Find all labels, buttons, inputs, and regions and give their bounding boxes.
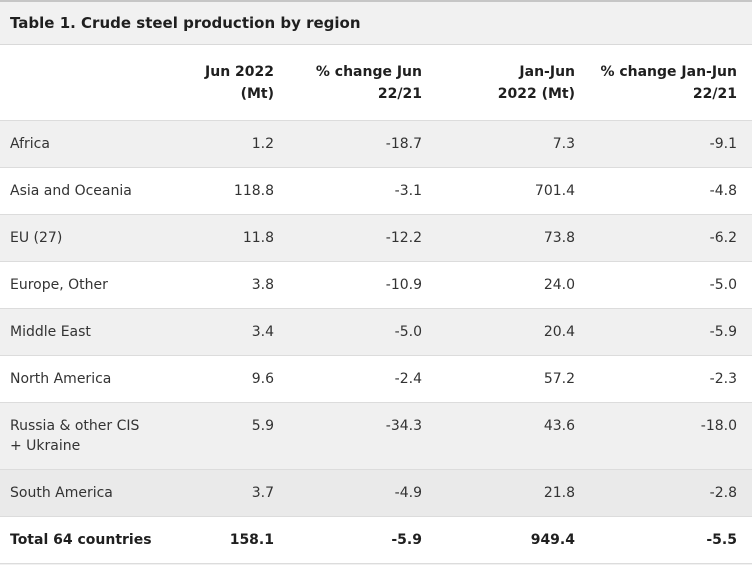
value-cell: 9.6 — [190, 355, 289, 403]
value-cell: -34.3 — [289, 402, 437, 470]
value-cell: -6.2 — [590, 214, 752, 262]
table-row-middle-east: Middle East 3.4 -5.0 20.4 -5.9 — [0, 308, 752, 356]
table-body: Africa 1.2 -18.7 7.3 -9.1 Asia and Ocean… — [0, 120, 752, 564]
table-row-europe-other: Europe, Other 3.8 -10.9 24.0 -5.0 — [0, 261, 752, 309]
value-cell: -2.3 — [590, 355, 752, 403]
region-cell: North America — [0, 355, 190, 403]
value-cell: -9.1 — [590, 120, 752, 168]
table-title: Table 1. Crude steel production by regio… — [0, 2, 752, 45]
region-cell: EU (27) — [0, 214, 190, 262]
value-cell: -18.0 — [590, 402, 752, 470]
crude-steel-production-table: Jun 2022 (Mt) % change Jun 22/21 Jan-Jun… — [0, 45, 752, 564]
region-cell: South America — [0, 469, 190, 517]
value-cell: -18.7 — [289, 120, 437, 168]
value-cell: -5.5 — [590, 516, 752, 564]
region-cell: Russia & other CIS + Ukraine — [0, 402, 190, 470]
value-cell: 1.2 — [190, 120, 289, 168]
region-cell: Total 64 countries — [0, 516, 190, 564]
value-cell: 118.8 — [190, 167, 289, 215]
column-header-jun-2022: Jun 2022 (Mt) — [190, 45, 289, 121]
value-cell: -2.4 — [289, 355, 437, 403]
region-cell: Africa — [0, 120, 190, 168]
value-cell: -5.9 — [590, 308, 752, 356]
value-cell: 73.8 — [437, 214, 590, 262]
value-cell: -5.0 — [289, 308, 437, 356]
column-header-jan-jun-2022: Jan-Jun 2022 (Mt) — [437, 45, 590, 121]
value-cell: -4.9 — [289, 469, 437, 517]
value-cell: 5.9 — [190, 402, 289, 470]
table-header: Jun 2022 (Mt) % change Jun 22/21 Jan-Jun… — [0, 45, 752, 121]
table-row-africa: Africa 1.2 -18.7 7.3 -9.1 — [0, 120, 752, 168]
value-cell: 20.4 — [437, 308, 590, 356]
value-cell: 43.6 — [437, 402, 590, 470]
table-row-total-64-countries: Total 64 countries 158.1 -5.9 949.4 -5.5 — [0, 516, 752, 564]
value-cell: 57.2 — [437, 355, 590, 403]
table-row-eu-27: EU (27) 11.8 -12.2 73.8 -6.2 — [0, 214, 752, 262]
value-cell: 701.4 — [437, 167, 590, 215]
value-cell: 3.7 — [190, 469, 289, 517]
table-row-south-america: South America 3.7 -4.9 21.8 -2.8 — [0, 469, 752, 517]
region-cell: Middle East — [0, 308, 190, 356]
region-cell: Asia and Oceania — [0, 167, 190, 215]
value-cell: -4.8 — [590, 167, 752, 215]
header-row: Jun 2022 (Mt) % change Jun 22/21 Jan-Jun… — [0, 45, 752, 121]
table-row-russia-other-cis-ukraine: Russia & other CIS + Ukraine 5.9 -34.3 43… — [0, 402, 752, 470]
value-cell: -12.2 — [289, 214, 437, 262]
value-cell: -5.9 — [289, 516, 437, 564]
value-cell: 11.8 — [190, 214, 289, 262]
value-cell: 3.8 — [190, 261, 289, 309]
column-header-region — [0, 45, 190, 121]
value-cell: 7.3 — [437, 120, 590, 168]
value-cell: 3.4 — [190, 308, 289, 356]
region-cell: Europe, Other — [0, 261, 190, 309]
table-row-asia-and-oceania: Asia and Oceania 118.8 -3.1 701.4 -4.8 — [0, 167, 752, 215]
value-cell: -5.0 — [590, 261, 752, 309]
value-cell: -2.8 — [590, 469, 752, 517]
value-cell: -10.9 — [289, 261, 437, 309]
value-cell: 24.0 — [437, 261, 590, 309]
value-cell: 949.4 — [437, 516, 590, 564]
value-cell: 21.8 — [437, 469, 590, 517]
table-row-north-america: North America 9.6 -2.4 57.2 -2.3 — [0, 355, 752, 403]
column-header-pct-change-jun: % change Jun 22/21 — [289, 45, 437, 121]
value-cell: -3.1 — [289, 167, 437, 215]
column-header-pct-change-jan-jun: % change Jan-Jun 22/21 — [590, 45, 752, 121]
value-cell: 158.1 — [190, 516, 289, 564]
